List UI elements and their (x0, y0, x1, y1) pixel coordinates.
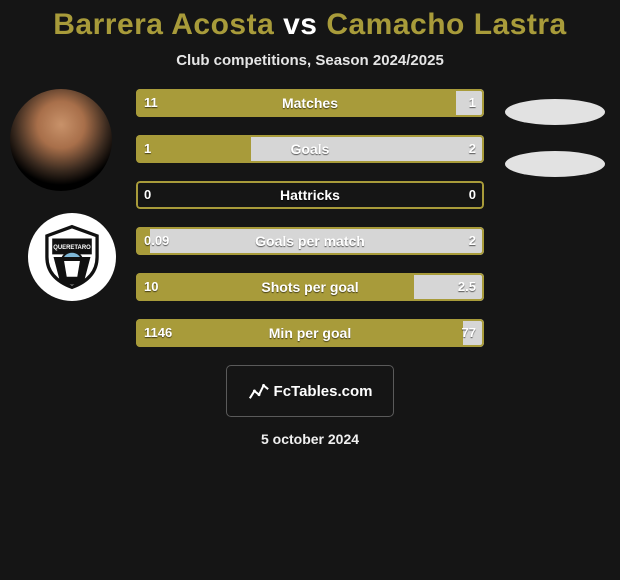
player1-name: Barrera Acosta (53, 8, 274, 41)
stat-value-left: 0.09 (136, 227, 177, 255)
stat-label: Min per goal (136, 319, 484, 347)
stat-label: Hattricks (136, 181, 484, 209)
stat-value-right: 2.5 (450, 273, 484, 301)
stat-row: Goals1 2 (136, 135, 484, 163)
brand-text: FcTables.com (274, 383, 373, 400)
stat-value-right: 2 (461, 227, 484, 255)
content-area: QUERETARO Matches111Goals12Hattricks00Go… (0, 89, 620, 347)
player2-name: Camacho Lastra (326, 8, 566, 41)
opponent-blobs (500, 99, 610, 203)
svg-text:QUERETARO: QUERETARO (53, 245, 91, 251)
club-badge: QUERETARO (28, 213, 116, 301)
stat-bars: Matches111Goals12Hattricks00Goals per ma… (136, 89, 484, 347)
stat-value-left: 10 (136, 273, 166, 301)
stat-value-left: 0 (136, 181, 159, 209)
stat-value-left: 1146 (136, 319, 180, 347)
avatar-column: QUERETARO (10, 89, 120, 323)
opponent-blob (505, 99, 605, 125)
stat-value-right: 0 (461, 181, 484, 209)
opponent-blob (505, 151, 605, 177)
stat-row: Min per goal1146 77 (136, 319, 484, 347)
stat-value-left: 11 (136, 89, 166, 117)
brand-logo-icon (248, 380, 270, 402)
brand-badge[interactable]: FcTables.com (226, 365, 394, 417)
stat-label: Goals (136, 135, 484, 163)
stat-row: Goals per match0.09 2 (136, 227, 484, 255)
stat-label: Goals per match (136, 227, 484, 255)
stat-value-right: 2 (461, 135, 484, 163)
stat-value-right: 1 (461, 89, 484, 117)
date-text: 5 october 2024 (0, 431, 620, 447)
stat-label: Matches (136, 89, 484, 117)
comparison-title: Barrera Acosta vs Camacho Lastra (0, 0, 620, 42)
stat-row: Hattricks0 0 (136, 181, 484, 209)
stat-row: Shots per goal10 2.5 (136, 273, 484, 301)
stat-row: Matches111 (136, 89, 484, 117)
stat-value-right: 77 (454, 319, 484, 347)
vs-text: vs (283, 8, 317, 41)
club-badge-icon: QUERETARO (39, 224, 105, 290)
player-avatar (10, 89, 112, 191)
stat-label: Shots per goal (136, 273, 484, 301)
subtitle: Club competitions, Season 2024/2025 (0, 52, 620, 69)
stat-value-left: 1 (136, 135, 159, 163)
